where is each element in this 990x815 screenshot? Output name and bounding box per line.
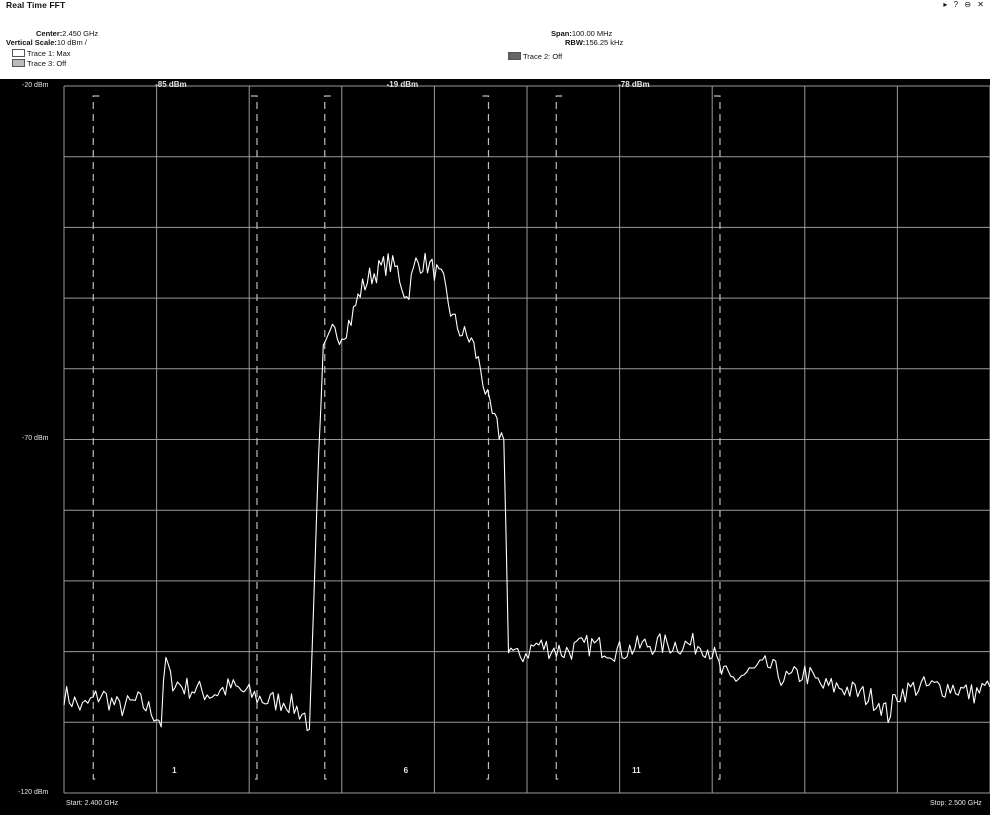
span-readout: Span:100.00 MHz — [551, 30, 612, 38]
spectrum-plot[interactable]: -20 dBm -70 dBm -120 dBm Start: 2.400 GH… — [0, 79, 990, 815]
trace-2-legend[interactable]: Trace 2: Off — [508, 52, 562, 61]
y-label-top: -20 dBm — [22, 82, 49, 89]
window-title: Real Time FFT — [6, 0, 66, 10]
span-label: Span: — [551, 29, 572, 38]
trace-2-label: Trace 2: Off — [523, 52, 563, 61]
vertical-scale-readout: Vertical Scale:10 dBm / — [6, 39, 87, 47]
trace-3-label: Trace 3: Off — [27, 59, 67, 68]
trace-1-line — [63, 252, 990, 732]
close-icon[interactable]: ✕ — [977, 0, 986, 9]
rbw-readout: RBW:156.25 kHz — [565, 39, 623, 47]
channel-1-label: 1 — [172, 766, 177, 775]
channel-11-left-bracket — [555, 95, 563, 780]
y-label-bottom: -120 dBm — [18, 789, 49, 796]
center-value: 2.450 GHz — [62, 29, 99, 38]
stop-frequency-label: Stop: 2.500 GHz — [930, 800, 982, 807]
channel-11-right-bracket — [713, 95, 721, 780]
trace-1-swatch-icon — [12, 49, 25, 57]
vertical-scale-label: Vertical Scale: — [6, 38, 57, 47]
trace-3-swatch-icon — [12, 59, 25, 67]
span-value: 100.00 MHz — [571, 29, 613, 38]
title-bar: Real Time FFT ▸ ? ⊖ ✕ — [0, 0, 990, 10]
y-label-middle: -70 dBm — [22, 435, 49, 442]
channel-6-label: 6 — [403, 766, 409, 775]
channel-11-power-label: -78 dBm — [618, 80, 650, 89]
channel-1-left-bracket — [92, 95, 100, 780]
trace-3-legend[interactable]: Trace 3: Off — [12, 59, 66, 68]
channel-1-right-bracket — [250, 95, 258, 780]
window-controls: ▸ ? ⊖ ✕ — [943, 0, 986, 9]
rbw-value: 156.25 kHz — [585, 38, 624, 47]
spectrum-svg — [63, 85, 990, 794]
center-label: Center: — [36, 29, 63, 38]
channel-6-right-bracket — [482, 95, 490, 780]
trace-1-legend[interactable]: Trace 1: Max — [12, 49, 70, 58]
center-readout: Center:2.450 GHz — [36, 30, 98, 38]
rbw-label: RBW: — [565, 38, 586, 47]
start-frequency-label: Start: 2.400 GHz — [66, 800, 119, 807]
trace-2-swatch-icon — [508, 52, 521, 60]
help-icon[interactable]: ? — [953, 0, 961, 9]
channel-1-power-label: -85 dBm — [155, 80, 187, 89]
trace-1-label: Trace 1: Max — [27, 49, 71, 58]
zoom-icon[interactable]: ⊖ — [964, 0, 974, 9]
channel-11-label: 11 — [632, 766, 641, 775]
expand-icon[interactable]: ▸ — [943, 0, 950, 9]
channel-6-left-bracket — [324, 95, 331, 780]
vertical-scale-value: 10 dBm / — [56, 38, 87, 47]
channel-6-power-label: -19 dBm — [386, 80, 419, 89]
